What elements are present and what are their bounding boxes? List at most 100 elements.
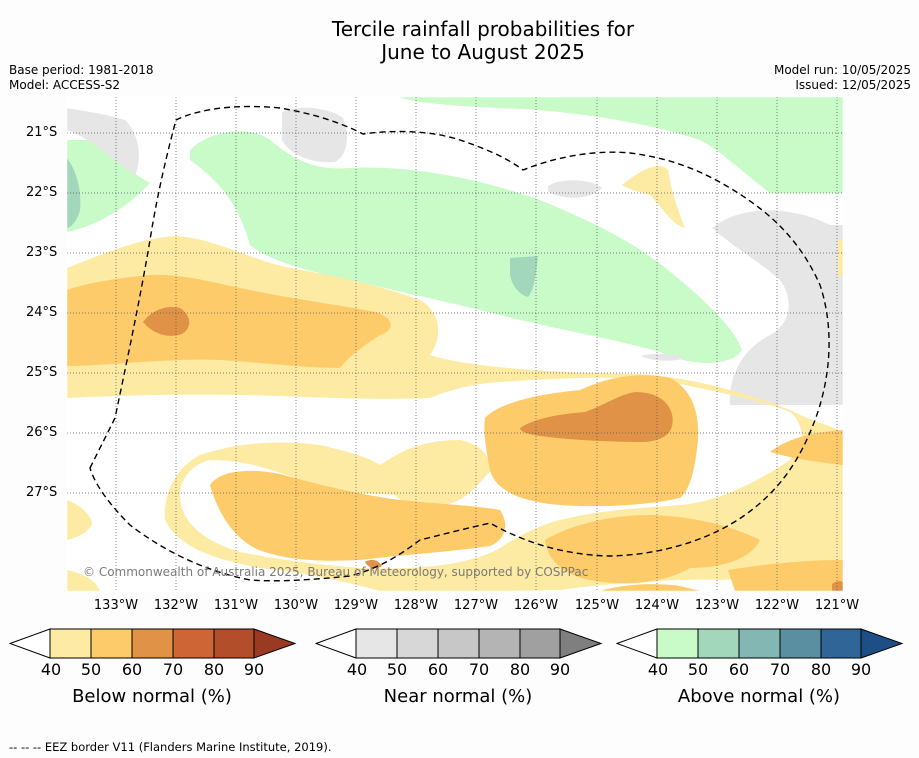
meta-right: Model run: 10/05/2025 Issued: 12/05/2025	[774, 63, 911, 93]
lat-label: 22°S	[26, 185, 58, 200]
model-run: Model run: 10/05/2025	[773, 63, 911, 77]
lon-label: 130°W	[273, 598, 319, 613]
below-normal-40-corner	[67, 570, 100, 591]
title-line-1: Tercile rainfall probabilities for	[331, 17, 635, 41]
colorbar-arrow-low	[616, 628, 658, 659]
graticule	[67, 97, 843, 591]
lon-label: 128°W	[393, 598, 439, 613]
colorbar-arrow-high	[253, 628, 297, 659]
eez-footnote: -- -- -- EEZ border V11 (Flanders Marine…	[9, 740, 332, 754]
lon-label: 133°W	[93, 598, 139, 613]
colorbar-arrow-low	[315, 628, 357, 659]
colorbar-swatch	[779, 628, 822, 659]
colorbar-arrow-high	[860, 628, 904, 659]
below-normal-40-edge	[838, 240, 843, 276]
colorbar-tick: 50	[80, 660, 102, 679]
issued-date: Issued: 12/05/2025	[795, 78, 911, 92]
colorbar-label-below: Below normal (%)	[72, 686, 232, 707]
colorbar-tick: 50	[386, 660, 408, 679]
near-normal-region-northwest	[67, 108, 139, 175]
colorbar-swatch	[437, 628, 480, 659]
colorbar-label-near: Near normal (%)	[383, 686, 533, 707]
colorbar-tick: 50	[687, 660, 709, 679]
lon-label: 131°W	[213, 598, 259, 613]
colorbar-swatch	[396, 628, 439, 659]
below-normal-50-regions	[67, 274, 843, 591]
colorbar-tick: 90	[243, 660, 265, 679]
copyright-notice: © Commonwealth of Australia 2025, Bureau…	[83, 565, 589, 579]
colorbar-tick: 70	[162, 660, 184, 679]
colorbar-swatch	[213, 628, 255, 659]
colorbar-tick: 70	[769, 660, 791, 679]
lat-label: 26°S	[26, 425, 58, 440]
model-name: Model: ACCESS-S2	[9, 78, 121, 92]
lon-label: 125°W	[574, 598, 620, 613]
below-normal-60-regions	[143, 306, 843, 591]
near-normal-region-east	[712, 210, 843, 405]
colorbar-swatch	[355, 628, 398, 659]
above-normal-region-central	[190, 131, 742, 363]
below-normal-40-southwest	[67, 500, 92, 540]
near-normal-region-sliver	[640, 353, 686, 361]
colorbar-tick: 60	[728, 660, 750, 679]
colorbar-tick: 40	[40, 660, 62, 679]
below-normal-50-west	[67, 274, 391, 368]
colorbar-swatch	[49, 628, 92, 659]
lon-label: 132°W	[153, 598, 199, 613]
colorbar-tick: 40	[647, 660, 669, 679]
below-normal-50-east	[770, 430, 843, 465]
colorbar-tick: 90	[850, 660, 872, 679]
lon-label: 127°W	[453, 598, 499, 613]
lon-label: 129°W	[333, 598, 379, 613]
below-normal-50-bottom-right	[728, 560, 843, 591]
colorbar-arrow-high	[559, 628, 603, 659]
colorbar-tick: 80	[509, 660, 531, 679]
near-normal-region-small	[548, 180, 602, 198]
lon-label: 123°W	[694, 598, 740, 613]
colorbar-swatch	[519, 628, 561, 659]
near-normal-regions	[67, 107, 843, 528]
eez-border	[89, 105, 830, 582]
lon-label: 122°W	[754, 598, 800, 613]
colorbar-swatch	[131, 628, 174, 659]
colorbar-swatch	[172, 628, 215, 659]
colorbar-swatch	[738, 628, 781, 659]
title-line-2: June to August 2025	[381, 40, 585, 64]
below-normal-50-southeast	[545, 515, 760, 584]
colorbar-tick: 60	[427, 660, 449, 679]
below-normal-60-west	[143, 306, 190, 336]
below-normal-50-bottom	[600, 584, 700, 591]
below-normal-60-center	[520, 392, 673, 442]
colorbar-above-normal	[616, 628, 904, 660]
above-normal-region-west	[67, 140, 150, 232]
colorbar-label-above: Above normal (%)	[677, 686, 841, 707]
lat-label: 23°S	[26, 245, 58, 260]
meta-left: Base period: 1981-2018 Model: ACCESS-S2	[9, 63, 154, 93]
lat-label: 25°S	[26, 365, 58, 380]
map-title: Tercile rainfall probabilities for June …	[233, 18, 733, 64]
plot-frame	[66, 96, 844, 592]
base-period: Base period: 1981-2018	[9, 63, 154, 77]
lat-label: 27°S	[26, 485, 58, 500]
above-normal-50-central	[510, 256, 538, 297]
lon-label: 124°W	[634, 598, 680, 613]
colorbar-tick: 80	[810, 660, 832, 679]
below-normal-40-north	[622, 165, 685, 228]
near-normal-region-north	[282, 107, 347, 163]
below-normal-60-corner	[832, 581, 843, 591]
lat-label: 24°S	[26, 305, 58, 320]
colorbar-swatch	[478, 628, 521, 659]
colorbar-tick: 80	[203, 660, 225, 679]
lon-label: 121°W	[814, 598, 860, 613]
colorbar-below-normal	[9, 628, 297, 660]
colorbar-tick: 90	[549, 660, 571, 679]
colorbar-swatch	[90, 628, 133, 659]
colorbar-arrow-low	[9, 628, 51, 659]
colorbar-swatch	[820, 628, 862, 659]
colorbar-swatch	[656, 628, 699, 659]
lon-label: 126°W	[513, 598, 559, 613]
colorbar-swatch	[697, 628, 740, 659]
colorbar-tick: 60	[121, 660, 143, 679]
colorbar-near-normal	[315, 628, 603, 660]
lat-label: 21°S	[26, 125, 58, 140]
